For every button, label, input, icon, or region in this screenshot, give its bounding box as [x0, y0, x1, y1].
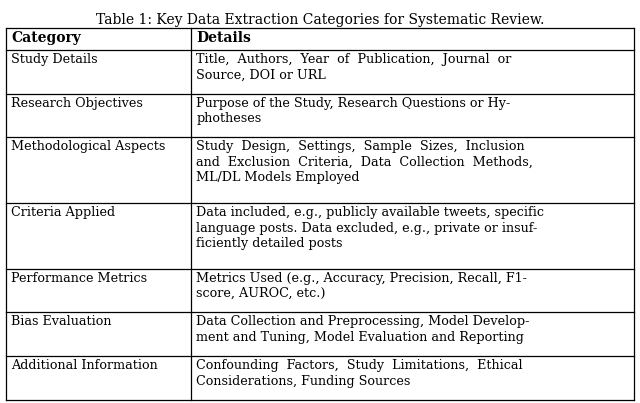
Text: Confounding  Factors,  Study  Limitations,  Ethical
Considerations, Funding Sour: Confounding Factors, Study Limitations, …	[196, 359, 523, 388]
Text: Additional Information: Additional Information	[11, 359, 157, 372]
Text: Performance Metrics: Performance Metrics	[11, 272, 147, 285]
Text: Category: Category	[11, 31, 81, 45]
Text: Table 1: Key Data Extraction Categories for Systematic Review.: Table 1: Key Data Extraction Categories …	[96, 13, 544, 27]
Text: Bias Evaluation: Bias Evaluation	[11, 316, 111, 328]
Text: Data included, e.g., publicly available tweets, specific
language posts. Data ex: Data included, e.g., publicly available …	[196, 206, 544, 250]
Text: Details: Details	[196, 31, 251, 45]
Text: Research Objectives: Research Objectives	[11, 97, 143, 110]
Text: Purpose of the Study, Research Questions or Hy-
photheses: Purpose of the Study, Research Questions…	[196, 97, 511, 125]
Text: Methodological Aspects: Methodological Aspects	[11, 140, 165, 154]
Text: Metrics Used (e.g., Accuracy, Precision, Recall, F1-
score, AUROC, etc.): Metrics Used (e.g., Accuracy, Precision,…	[196, 272, 527, 300]
Text: Title,  Authors,  Year  of  Publication,  Journal  or
Source, DOI or URL: Title, Authors, Year of Publication, Jou…	[196, 53, 511, 81]
Text: Data Collection and Preprocessing, Model Develop-
ment and Tuning, Model Evaluat: Data Collection and Preprocessing, Model…	[196, 316, 530, 344]
Text: Study Details: Study Details	[11, 53, 98, 66]
Text: Criteria Applied: Criteria Applied	[11, 206, 115, 219]
Text: Study  Design,  Settings,  Sample  Sizes,  Inclusion
and  Exclusion  Criteria,  : Study Design, Settings, Sample Sizes, In…	[196, 140, 533, 185]
